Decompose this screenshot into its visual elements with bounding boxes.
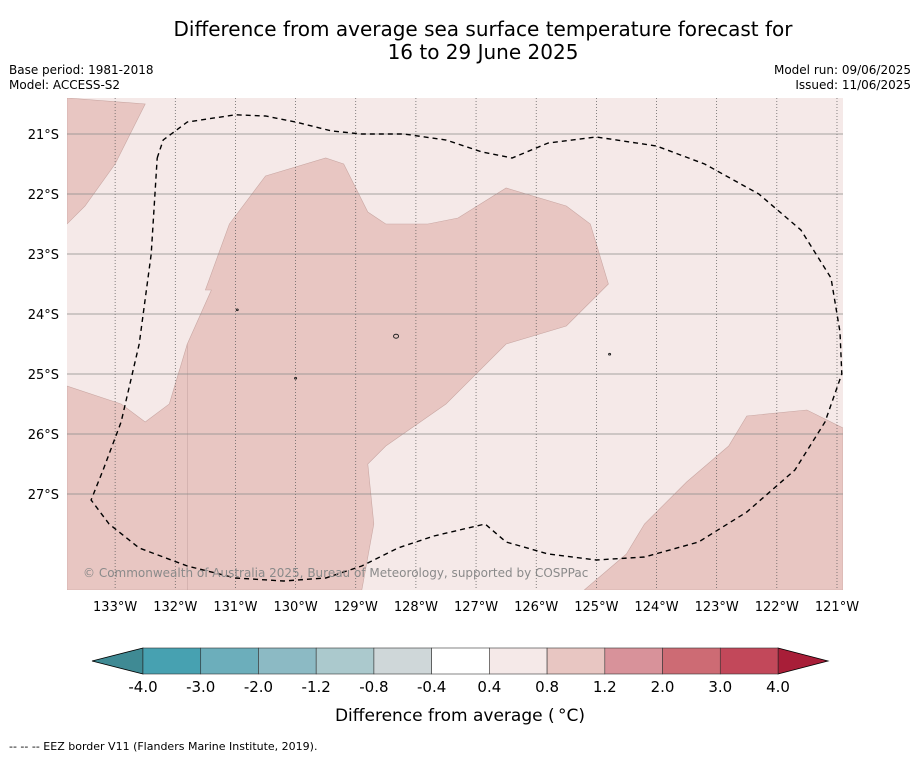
base-period: Base period: 1981-2018 xyxy=(9,63,154,77)
latitude-tick-label: 27°S xyxy=(28,488,59,503)
colorbar-tick-label: 0.4 xyxy=(477,678,501,696)
eez-legend-note: -- -- -- EEZ border V11 (Flanders Marine… xyxy=(9,740,318,753)
title-line-2: 16 to 29 June 2025 xyxy=(387,40,579,64)
latitude-tick-label: 22°S xyxy=(28,188,59,203)
longitude-tick-label: 131°W xyxy=(213,600,257,615)
longitude-tick-label: 125°W xyxy=(574,600,618,615)
colorbar-segment xyxy=(200,647,259,675)
island-outline xyxy=(294,376,298,380)
longitude-tick-label: 128°W xyxy=(394,600,438,615)
colorbar-segment xyxy=(546,647,606,675)
sst-anomaly-map: © Commonwealth of Australia 2025, Bureau… xyxy=(28,98,859,726)
longitude-tick-label: 132°W xyxy=(153,600,197,615)
map-area xyxy=(67,98,843,590)
colorbar-tick-label: 1.2 xyxy=(593,678,617,696)
colorbar-label: Difference from average ( °C) xyxy=(335,706,585,726)
colorbar-segment xyxy=(489,647,548,675)
warm-anomaly-region-1 xyxy=(67,98,146,225)
model-info: Base period: 1981-2018 Model: ACCESS-S2 xyxy=(9,63,154,93)
colorbar-tick-label: 3.0 xyxy=(708,678,732,696)
colorbar-tick-label: 2.0 xyxy=(651,678,675,696)
colorbar-segment xyxy=(258,647,317,675)
longitude-tick-label: 122°W xyxy=(755,600,799,615)
longitude-tick-label: 127°W xyxy=(454,600,498,615)
longitude-tick-label: 130°W xyxy=(274,600,318,615)
colorbar-tick-label: -0.8 xyxy=(359,678,388,696)
model-run: Model run: 09/06/2025 xyxy=(773,63,911,77)
colorbar-tick-label: -2.0 xyxy=(244,678,273,696)
latitude-tick-label: 21°S xyxy=(28,128,59,143)
colorbar-tick-label: -4.0 xyxy=(128,678,157,696)
colorbar: -4.0 -3.0 -2.0 -1.2 -0.8 -0.4 0.4 0.8 1.2 2.0 3.0 4… xyxy=(91,647,830,696)
map-contents xyxy=(67,98,843,590)
island-outline xyxy=(608,352,612,356)
latitude-tick-label: 24°S xyxy=(28,308,59,323)
latitude-tick-labels: 21°S 22°S 23°S 24°S 25°S 26°S 27°S xyxy=(28,128,59,503)
longitude-tick-label: 121°W xyxy=(815,600,859,615)
colorbar-tick-label: -0.4 xyxy=(417,678,446,696)
island-outline xyxy=(393,333,400,339)
colorbar-segment xyxy=(315,647,375,675)
colorbar-segment xyxy=(719,647,779,675)
map-title: Difference from average sea surface temp… xyxy=(0,18,919,64)
colorbar-low-extension xyxy=(91,647,144,675)
colorbar-segment xyxy=(431,647,490,675)
island-outline xyxy=(235,308,239,312)
colorbar-high-extension xyxy=(777,647,830,675)
latitude-tick-label: 25°S xyxy=(28,368,59,383)
colorbar-segment xyxy=(662,647,721,675)
warm-anomaly-region-4 xyxy=(583,409,843,590)
run-info: Model run: 09/06/2025 Issued: 11/06/2025 xyxy=(774,63,911,93)
longitude-tick-label: 123°W xyxy=(695,600,739,615)
latitude-tick-label: 26°S xyxy=(28,428,59,443)
copyright-notice: © Commonwealth of Australia 2025, Bureau… xyxy=(83,566,588,580)
title-line-1: Difference from average sea surface temp… xyxy=(173,17,793,41)
model-name: Model: ACCESS-S2 xyxy=(9,78,121,92)
colorbar-tick-label: 4.0 xyxy=(766,678,790,696)
colorbar-tick-label: -1.2 xyxy=(302,678,331,696)
longitude-tick-label: 133°W xyxy=(93,600,137,615)
issued-date: Issued: 11/06/2025 xyxy=(795,78,911,92)
colorbar-tick-label: 0.8 xyxy=(535,678,559,696)
colorbar-segment xyxy=(604,647,663,675)
longitude-tick-label: 126°W xyxy=(514,600,558,615)
longitude-tick-label: 124°W xyxy=(634,600,678,615)
colorbar-segment xyxy=(373,647,432,675)
colorbar-tick-label: -3.0 xyxy=(186,678,215,696)
latitude-tick-label: 23°S xyxy=(28,248,59,263)
colorbar-segment xyxy=(142,647,202,675)
longitude-tick-labels: 133°W 132°W 131°W 130°W 129°W 128°W 127°W 126°W… xyxy=(93,600,859,615)
longitude-tick-label: 129°W xyxy=(334,600,378,615)
eez-border-line xyxy=(90,114,843,582)
